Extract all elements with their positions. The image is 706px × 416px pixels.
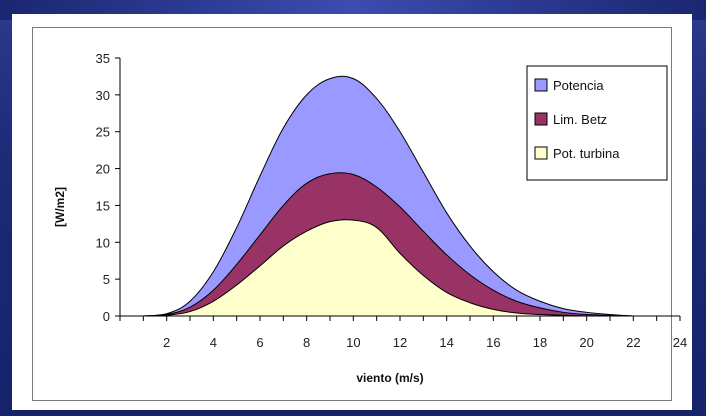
x-tick-label: 18: [533, 335, 547, 350]
x-tick-label: 20: [579, 335, 593, 350]
x-tick-label: 8: [303, 335, 310, 350]
y-tick-label: 25: [96, 125, 110, 140]
legend-swatch: [535, 113, 547, 125]
legend-swatch: [535, 79, 547, 91]
legend: Potencia Lim. Betz Pot. turbina: [527, 66, 667, 180]
y-tick-label: 30: [96, 88, 110, 103]
x-tick-label: 22: [626, 335, 640, 350]
x-tick-label: 16: [486, 335, 500, 350]
legend-label: Pot. turbina: [553, 146, 620, 161]
legend-swatch: [535, 147, 547, 159]
y-axis-title: [W/m2]: [53, 187, 67, 227]
x-tick-label: 4: [210, 335, 217, 350]
x-tick-label: 14: [439, 335, 453, 350]
y-tick-label: 35: [96, 51, 110, 66]
chart-frame: 0 5 10 15 20 25 30 35 2 4 6 8 10 12 14 16 18 20 22 24 vient…: [12, 14, 692, 410]
x-tick-label: 2: [163, 335, 170, 350]
x-axis-title: viento (m/s): [356, 371, 423, 385]
y-tick-label: 20: [96, 162, 110, 177]
x-tick-label: 6: [256, 335, 263, 350]
y-tick-label: 5: [103, 272, 110, 287]
x-tick-label: 10: [346, 335, 360, 350]
y-tick-label: 0: [103, 309, 110, 324]
y-tick-label: 10: [96, 235, 110, 250]
x-tick-label: 12: [393, 335, 407, 350]
y-tick-label: 15: [96, 198, 110, 213]
x-tick-label: 24: [673, 335, 687, 350]
legend-label: Lim. Betz: [553, 112, 607, 127]
legend-label: Potencia: [553, 78, 604, 93]
